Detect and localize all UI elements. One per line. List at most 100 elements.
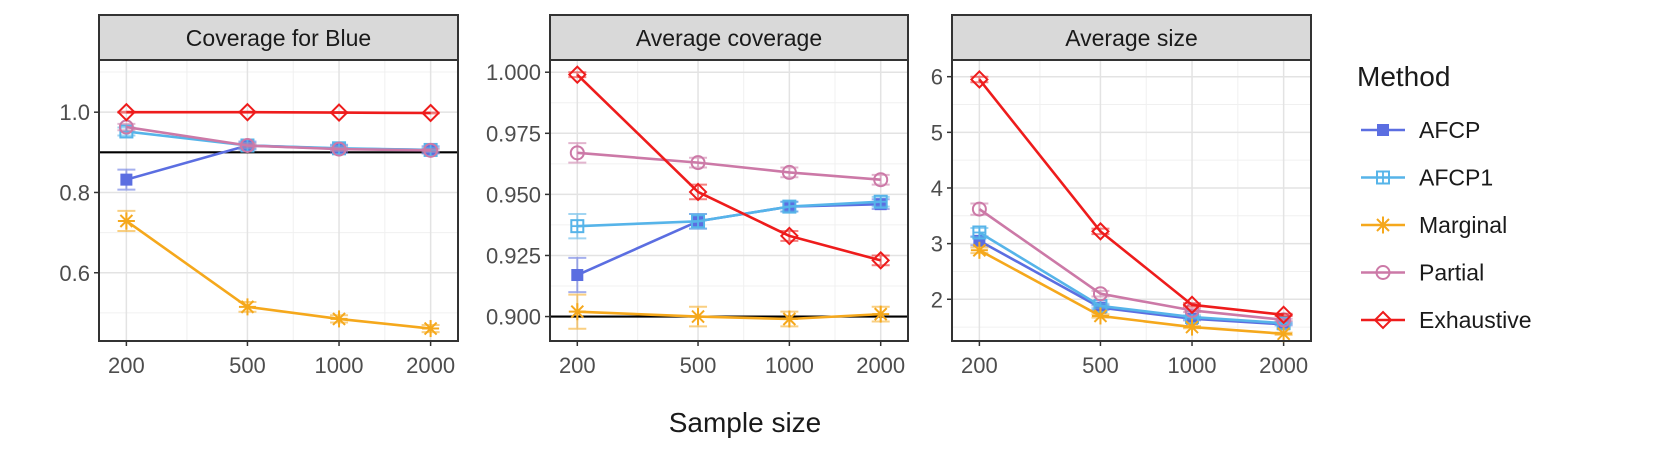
data-point [570,219,585,234]
x-tick-label: 1000 [765,353,814,378]
data-point [690,155,706,171]
series-line [978,78,1284,317]
x-tick-label: 200 [108,353,145,378]
series-line [577,310,881,321]
series-line [577,151,881,182]
y-tick-label: 0.6 [59,261,90,286]
panel-title: Average coverage [636,25,822,51]
legend-key-marker [1377,124,1389,136]
y-tick-label: 0.950 [486,182,541,207]
y-tick-label: 0.8 [59,180,90,205]
series-line [576,73,882,262]
data-point [1182,295,1202,315]
data-point [120,173,133,186]
data-point [238,298,256,316]
plot-area [99,60,458,341]
legend-item-afcp: AFCP [1361,117,1480,143]
series-line [978,239,1284,326]
legend-item-exhaustive: Exhaustive [1361,307,1532,333]
data-point [972,225,987,240]
legend-label: Partial [1419,260,1484,286]
legend-key-marker [1376,170,1390,185]
panel-title: Coverage for Blue [186,25,371,51]
data-point [330,310,348,328]
data-point [871,250,891,270]
series-line [978,208,1284,322]
x-tick-label: 200 [559,353,596,378]
series-line [978,231,1284,325]
data-point [873,194,888,209]
x-tick-label: 1000 [1168,353,1217,378]
y-tick-label: 1.000 [486,60,541,85]
series-exhaustive [969,70,1294,325]
data-point [782,199,797,214]
y-tick-label: 2 [931,287,943,312]
data-point [331,141,347,157]
legend-title: Method [1357,61,1450,92]
data-point [779,226,799,246]
data-point [970,241,988,259]
data-point [239,138,255,154]
data-point [872,305,890,323]
data-point [571,269,584,282]
data-point [422,320,440,338]
panels: 0.6 0.8 1.0 200 500 1000 2000 Coverage for Blue… [59,14,1312,378]
x-tick-label: 1000 [315,353,364,378]
series-partial [970,201,1293,328]
x-tick-label: 2000 [1259,353,1308,378]
series-partial [568,142,890,188]
series-line [126,110,431,115]
data-point [1091,307,1109,325]
series-line [125,219,431,330]
data-point [969,70,989,89]
panel-coverage-for-blue: 0.6 0.8 1.0 200 500 1000 2000 Coverage for Blue [59,14,459,378]
data-point [569,145,585,161]
series-line [126,125,431,152]
plot-area [550,60,908,341]
y-tick-label: 6 [931,65,943,90]
series-marginal [568,293,890,330]
data-point [691,214,706,229]
legend-label: AFCP [1419,117,1480,143]
legend-item-afcp1: AFCP1 [1361,165,1493,191]
data-point [238,102,257,122]
data-point [329,103,349,123]
y-tick-label: 1.0 [59,100,90,125]
panel-average-coverage: 0.900 0.925 0.950 0.975 1.000 200 500 1000 2000 A… [486,14,909,378]
x-tick-label: 2000 [856,353,905,378]
data-point [781,164,797,180]
y-tick-label: 0.925 [486,243,541,268]
legend-label: Marginal [1419,212,1507,238]
y-tick-label: 4 [931,176,943,201]
plot-area [952,60,1311,341]
legend-label: AFCP1 [1419,165,1493,191]
legend-key-marker [1373,310,1393,330]
x-tick-label: 500 [1082,353,1119,378]
series-marginal [117,209,440,338]
data-point [1092,286,1108,302]
legend-key-marker [1374,216,1392,234]
data-point [688,182,708,202]
legend-item-partial: Partial [1361,260,1484,286]
series-exhaustive [116,102,441,123]
legend-label: Exhaustive [1419,307,1532,333]
data-point [1274,305,1294,325]
x-axis-title: Sample size [669,407,822,438]
data-point [780,310,798,328]
x-tick-label: 200 [961,353,998,378]
data-point [116,102,136,122]
data-point [567,65,587,85]
legend-key-marker [1375,265,1391,280]
strip [951,14,1312,61]
data-point [1183,318,1201,336]
legend: Method AFCP AFCP1 Marginal Partial Exhaustive [1357,61,1532,333]
x-tick-label: 500 [680,353,717,378]
legend-item-marginal: Marginal [1361,212,1507,238]
y-tick-label: 0.900 [486,305,541,330]
y-tick-label: 0.975 [486,121,541,146]
data-point [873,172,889,188]
panel-title: Average size [1065,25,1198,51]
series-exhaustive [567,65,891,270]
strip [549,14,909,61]
